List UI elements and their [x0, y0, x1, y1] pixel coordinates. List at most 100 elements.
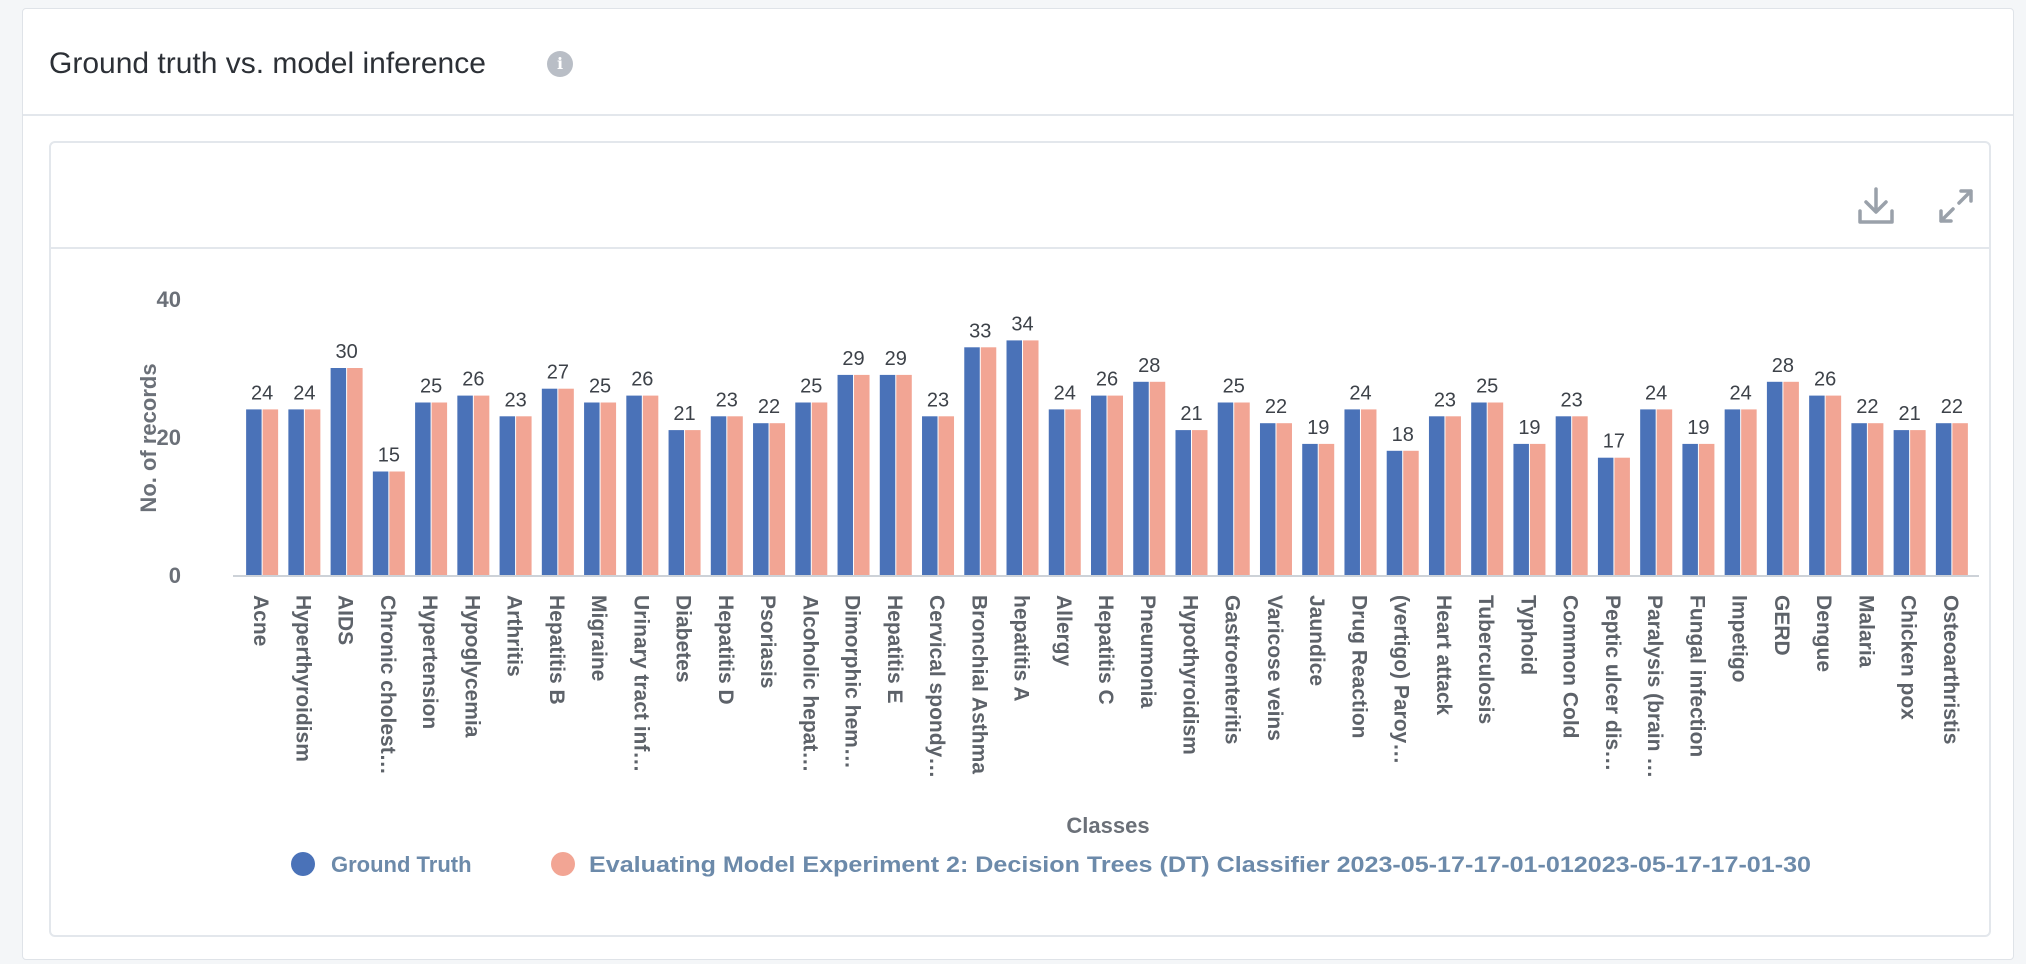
bar-model-inference[interactable]: [1107, 395, 1124, 575]
bar-ground-truth[interactable]: [1640, 409, 1656, 575]
bar-model-inference[interactable]: [1234, 402, 1250, 576]
bar-ground-truth[interactable]: [1724, 409, 1741, 575]
bar-ground-truth[interactable]: [1766, 381, 1783, 575]
bar-model-inference[interactable]: [1952, 423, 1968, 575]
bar-ground-truth[interactable]: [753, 423, 769, 575]
bar-ground-truth[interactable]: [795, 402, 811, 576]
bar-ground-truth[interactable]: [1513, 443, 1529, 575]
bar-model-inference[interactable]: [811, 402, 828, 576]
bar-ground-truth[interactable]: [668, 430, 685, 575]
bar-ground-truth[interactable]: [1935, 423, 1952, 575]
bar-ground-truth[interactable]: [415, 402, 431, 576]
bar-model-inference[interactable]: [262, 409, 279, 575]
bar-model-inference[interactable]: [473, 395, 490, 575]
bar-model-inference[interactable]: [1191, 430, 1208, 575]
bar-model-inference[interactable]: [1783, 381, 1799, 575]
bar-ground-truth[interactable]: [964, 347, 980, 575]
bar-ground-truth[interactable]: [1471, 402, 1487, 576]
legend-model-label[interactable]: Evaluating Model Experiment 2: Decision …: [589, 852, 1811, 877]
bar-model-inference[interactable]: [769, 423, 786, 575]
bar-model-inference[interactable]: [896, 374, 912, 575]
bar-model-inference[interactable]: [304, 409, 321, 575]
bar-model-inference[interactable]: [1656, 409, 1673, 575]
bar-model-inference[interactable]: [1867, 423, 1884, 575]
bar-model-inference[interactable]: [1360, 409, 1377, 575]
bar-ground-truth[interactable]: [837, 374, 854, 575]
bar-model-inference[interactable]: [600, 402, 617, 576]
bar-model-inference[interactable]: [389, 471, 405, 576]
bar-model-inference[interactable]: [516, 416, 532, 575]
bar-ground-truth[interactable]: [1809, 395, 1825, 575]
bar-ground-truth[interactable]: [288, 409, 304, 575]
bar-model-inference[interactable]: [938, 416, 955, 575]
bar-value-label: 19: [1307, 417, 1329, 439]
bar-ground-truth[interactable]: [330, 368, 347, 575]
bar-model-inference[interactable]: [1487, 402, 1504, 576]
bar-model-inference[interactable]: [558, 388, 574, 575]
bar-model-inference[interactable]: [1741, 409, 1757, 575]
bar-ground-truth[interactable]: [1091, 395, 1107, 575]
bar-model-inference[interactable]: [1403, 450, 1419, 575]
bar-model-inference[interactable]: [1910, 430, 1926, 575]
info-icon[interactable]: i: [547, 51, 573, 77]
bar-model-inference[interactable]: [685, 430, 701, 575]
bar-ground-truth[interactable]: [499, 416, 516, 575]
bar-ground-truth[interactable]: [541, 388, 558, 575]
bar-model-inference[interactable]: [727, 416, 743, 575]
legend-model-marker[interactable]: [551, 852, 575, 876]
bar-ground-truth[interactable]: [246, 409, 262, 575]
bar-model-inference[interactable]: [1529, 443, 1546, 575]
bar-model-inference[interactable]: [1614, 457, 1630, 575]
bar-model-inference[interactable]: [1276, 423, 1292, 575]
bar-ground-truth[interactable]: [1386, 450, 1403, 575]
category-label: Hepatitis E: [883, 595, 906, 704]
bar-model-inference[interactable]: [642, 395, 659, 575]
bar-value-label: 24: [1349, 382, 1371, 404]
legend-ground-truth-marker[interactable]: [291, 852, 315, 876]
bar-ground-truth[interactable]: [1344, 409, 1360, 575]
bar-ground-truth[interactable]: [1217, 402, 1234, 576]
bar-ground-truth[interactable]: [710, 416, 727, 575]
bar-ground-truth[interactable]: [879, 374, 896, 575]
bar-ground-truth[interactable]: [584, 402, 600, 576]
y-tick-label: 0: [169, 563, 181, 588]
bar-ground-truth[interactable]: [1048, 409, 1065, 575]
legend-ground-truth-label[interactable]: Ground Truth: [331, 852, 472, 877]
bar-ground-truth[interactable]: [457, 395, 473, 575]
bar-ground-truth[interactable]: [1555, 416, 1572, 575]
bar-model-inference[interactable]: [1572, 416, 1588, 575]
bar-model-inference[interactable]: [1149, 381, 1166, 575]
bar-model-inference[interactable]: [1318, 443, 1335, 575]
y-tick-label: 40: [157, 287, 181, 312]
bar-model-inference[interactable]: [854, 374, 870, 575]
bar-ground-truth[interactable]: [1006, 340, 1023, 575]
bar-value-label: 22: [758, 396, 780, 418]
bar-model-inference[interactable]: [347, 368, 363, 575]
category-label: Cervical spondy…: [925, 595, 948, 778]
bar-model-inference[interactable]: [1065, 409, 1081, 575]
bar-ground-truth[interactable]: [1428, 416, 1445, 575]
bar-ground-truth[interactable]: [1302, 443, 1318, 575]
bar-model-inference[interactable]: [980, 347, 997, 575]
bar-ground-truth[interactable]: [626, 395, 642, 575]
bar-ground-truth[interactable]: [1175, 430, 1191, 575]
download-button[interactable]: [1853, 183, 1899, 229]
bar-model-inference[interactable]: [1825, 395, 1842, 575]
bar-model-inference[interactable]: [1698, 443, 1715, 575]
bar-ground-truth[interactable]: [1851, 423, 1867, 575]
bar-ground-truth[interactable]: [922, 416, 938, 575]
bar-ground-truth[interactable]: [1259, 423, 1276, 575]
bar-model-inference[interactable]: [1445, 416, 1461, 575]
bar-value-label: 28: [1138, 355, 1160, 377]
bar-ground-truth[interactable]: [372, 471, 389, 576]
expand-button[interactable]: [1933, 183, 1979, 229]
download-icon: [1858, 187, 1894, 224]
category-label: Chronic cholest…: [376, 595, 399, 775]
bar-value-label: 25: [589, 376, 611, 398]
bar-model-inference[interactable]: [1023, 340, 1039, 575]
bar-model-inference[interactable]: [431, 402, 448, 576]
bar-ground-truth[interactable]: [1893, 430, 1910, 575]
bar-ground-truth[interactable]: [1597, 457, 1614, 575]
bar-ground-truth[interactable]: [1682, 443, 1698, 575]
bar-ground-truth[interactable]: [1133, 381, 1149, 575]
